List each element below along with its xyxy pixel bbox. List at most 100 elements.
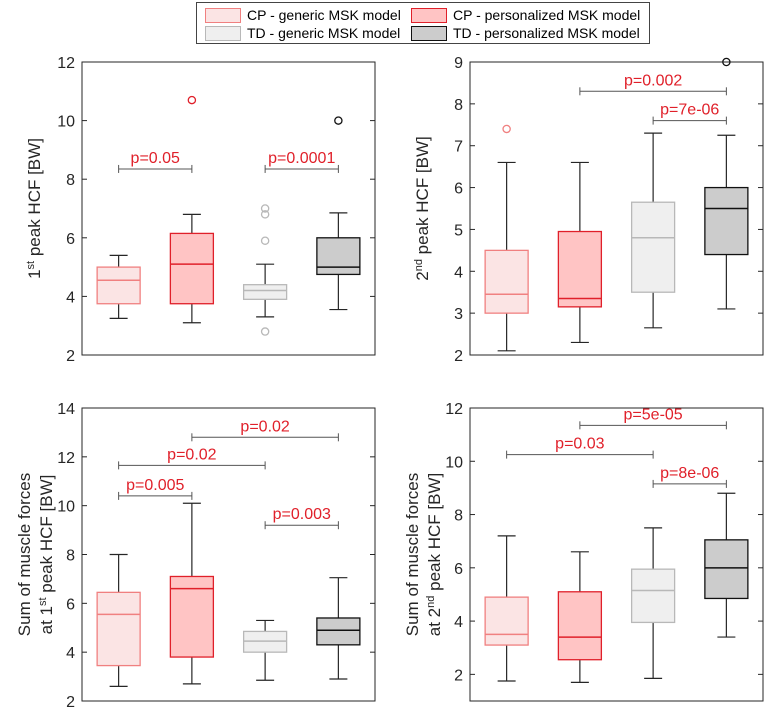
y-axis-label-superscript: st: [25, 261, 37, 270]
box-iqr: [96, 591, 141, 667]
y-tick-label: 6: [66, 231, 75, 248]
y-tick-label: 9: [454, 55, 463, 72]
y-tick-label: 12: [445, 401, 463, 418]
y-tick-label: 4: [454, 614, 463, 631]
significance-bracket: p=0.005: [118, 477, 193, 500]
box-cpp: [169, 502, 215, 685]
outlier-point: [722, 57, 731, 67]
y-axis-label: at 2nd peak HCF [BW]: [425, 473, 444, 636]
box-tdp: [704, 492, 749, 638]
box-iqr: [704, 186, 749, 256]
y-axis-label-part: 1: [25, 269, 44, 278]
legend-item-td-personalized: TD - personalized MSK model: [411, 24, 640, 42]
y-axis-label: 1st peak HCF [BW]: [25, 138, 44, 279]
y-axis-label-superscript: st: [37, 597, 49, 606]
box-iqr: [557, 591, 603, 661]
legend-swatch-cp-generic: [205, 7, 241, 23]
outlier-point: [260, 327, 270, 336]
outlier-point: [260, 204, 270, 213]
y-axis-label: at 1st peak HCF [BW]: [37, 475, 56, 635]
axes-frame: [81, 61, 376, 356]
legend-item-cp-generic: CP - generic MSK model: [205, 6, 401, 24]
y-axis-label: 2nd peak HCF [BW]: [413, 136, 432, 281]
axes-frame: [469, 407, 764, 702]
p-value-label: p=0.0001: [268, 150, 335, 167]
y-axis-label: Sum of muscle forces: [403, 473, 422, 636]
box-iqr: [630, 201, 676, 293]
y-tick-label: 10: [57, 114, 75, 131]
p-value-label: p=0.02: [167, 446, 216, 463]
y-tick-label: 14: [57, 401, 75, 418]
legend-label: TD - personalized MSK model: [453, 25, 640, 41]
y-axis-label-part: peak HCF [BW]: [425, 473, 444, 596]
significance-bracket: p=5e-05: [579, 406, 727, 430]
chart-panel-4: 2 4 6 8 10 12 Sum of muscle forces at 2nd peak …: [403, 401, 764, 702]
y-axis-label-part: peak HCF [BW]: [37, 475, 56, 598]
box-iqr: [316, 617, 361, 646]
box-iqr: [169, 232, 215, 305]
box-tdg: [630, 527, 676, 679]
outlier-point: [334, 116, 343, 125]
box-tdg: [242, 204, 288, 336]
y-axis-label-part: 2: [413, 271, 432, 280]
y-axis-label-part: peak HCF [BW]: [413, 136, 432, 259]
y-tick-label: 2: [454, 667, 463, 684]
legend-label: TD - generic MSK model: [247, 25, 401, 41]
box-cpg: [484, 535, 529, 682]
significance-bracket: p=0.03: [506, 436, 654, 459]
outlier-point: [187, 95, 197, 105]
significance-bracket: p=7e-06: [652, 102, 727, 125]
box-tdg: [242, 619, 288, 681]
box-tdp: [316, 577, 361, 680]
outlier-point: [260, 236, 270, 245]
box-iqr: [630, 568, 676, 624]
box-iqr: [242, 284, 288, 300]
y-tick-label: 2: [66, 694, 75, 709]
significance-bracket: p=0.002: [579, 72, 727, 96]
box-cpp: [169, 95, 215, 324]
y-tick-label: 6: [66, 596, 75, 613]
legend-item-cp-personalized: CP - personalized MSK model: [411, 6, 640, 24]
y-axis-label: Sum of muscle forces: [15, 473, 34, 636]
legend-label: CP - generic MSK model: [247, 7, 401, 23]
box-iqr: [96, 266, 141, 305]
y-axis-label-part: Sum of muscle forces: [403, 473, 422, 636]
significance-bracket: p=0.05: [118, 150, 193, 173]
y-tick-label: 4: [66, 289, 75, 306]
legend: CP - generic MSK model CP - personalized…: [196, 2, 650, 44]
significance-bracket: p=0.003: [264, 506, 339, 530]
y-tick-label: 2: [454, 348, 463, 365]
y-axis-label-superscript: nd: [425, 596, 437, 608]
y-axis-label-part: peak HCF [BW]: [25, 138, 44, 261]
y-axis-label-part: Sum of muscle forces: [15, 473, 34, 636]
box-cpp: [557, 551, 603, 683]
y-tick-label: 10: [445, 454, 463, 471]
legend-swatch-cp-personalized: [411, 7, 447, 23]
significance-bracket: p=0.0001: [264, 150, 339, 173]
box-tdp: [704, 57, 749, 310]
p-value-label: p=8e-06: [660, 465, 719, 482]
y-tick-label: 4: [454, 264, 463, 281]
y-tick-label: 8: [66, 548, 75, 565]
box-cpp: [557, 161, 603, 344]
y-tick-label: 7: [454, 139, 463, 156]
box-tdp: [316, 116, 361, 311]
significance-bracket: p=8e-06: [652, 465, 727, 488]
box-iqr: [484, 596, 529, 646]
legend-label: CP - personalized MSK model: [453, 7, 641, 23]
box-tdg: [630, 132, 676, 329]
outlier-point: [502, 124, 511, 134]
box-cpg: [484, 124, 529, 352]
box-iqr: [484, 249, 529, 314]
legend-swatch-td-personalized: [411, 25, 447, 41]
box-cpg: [96, 553, 141, 687]
p-value-label: p=5e-05: [624, 406, 683, 423]
significance-bracket: p=0.02: [118, 446, 266, 470]
p-value-label: p=0.03: [555, 436, 604, 453]
y-tick-label: 6: [454, 181, 463, 198]
y-tick-label: 12: [57, 55, 75, 72]
p-value-label: p=0.005: [126, 477, 184, 494]
